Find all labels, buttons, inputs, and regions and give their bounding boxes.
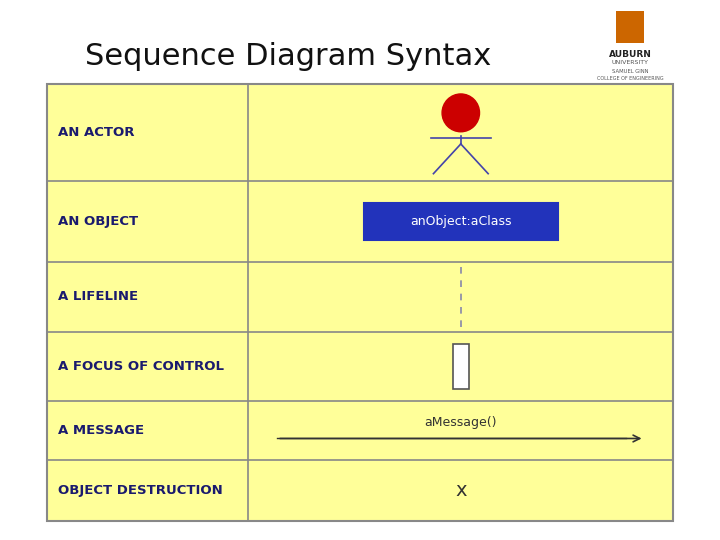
Bar	[453, 344, 469, 389]
Text: AN OBJECT: AN OBJECT	[58, 215, 138, 228]
Bar	[364, 203, 558, 240]
Bar	[47, 84, 673, 521]
Text: SAMUEL GINN: SAMUEL GINN	[612, 69, 648, 74]
Text: A FOCUS OF CONTROL: A FOCUS OF CONTROL	[58, 360, 224, 373]
Ellipse shape	[442, 94, 480, 132]
Text: A MESSAGE: A MESSAGE	[58, 424, 144, 437]
Text: A LIFELINE: A LIFELINE	[58, 291, 138, 303]
Text: x: x	[455, 481, 467, 500]
Text: AUBURN: AUBURN	[608, 50, 652, 59]
Text: aMessage(): aMessage()	[425, 416, 497, 429]
Text: COLLEGE OF ENGINEERING: COLLEGE OF ENGINEERING	[597, 76, 663, 81]
Text: Sequence Diagram Syntax: Sequence Diagram Syntax	[85, 42, 491, 71]
Text: UNIVERSITY: UNIVERSITY	[611, 60, 649, 65]
Text: AN ACTOR: AN ACTOR	[58, 126, 134, 139]
Text: OBJECT DESTRUCTION: OBJECT DESTRUCTION	[58, 484, 222, 497]
Bar	[616, 11, 644, 43]
Text: anObject:aClass: anObject:aClass	[410, 215, 511, 228]
